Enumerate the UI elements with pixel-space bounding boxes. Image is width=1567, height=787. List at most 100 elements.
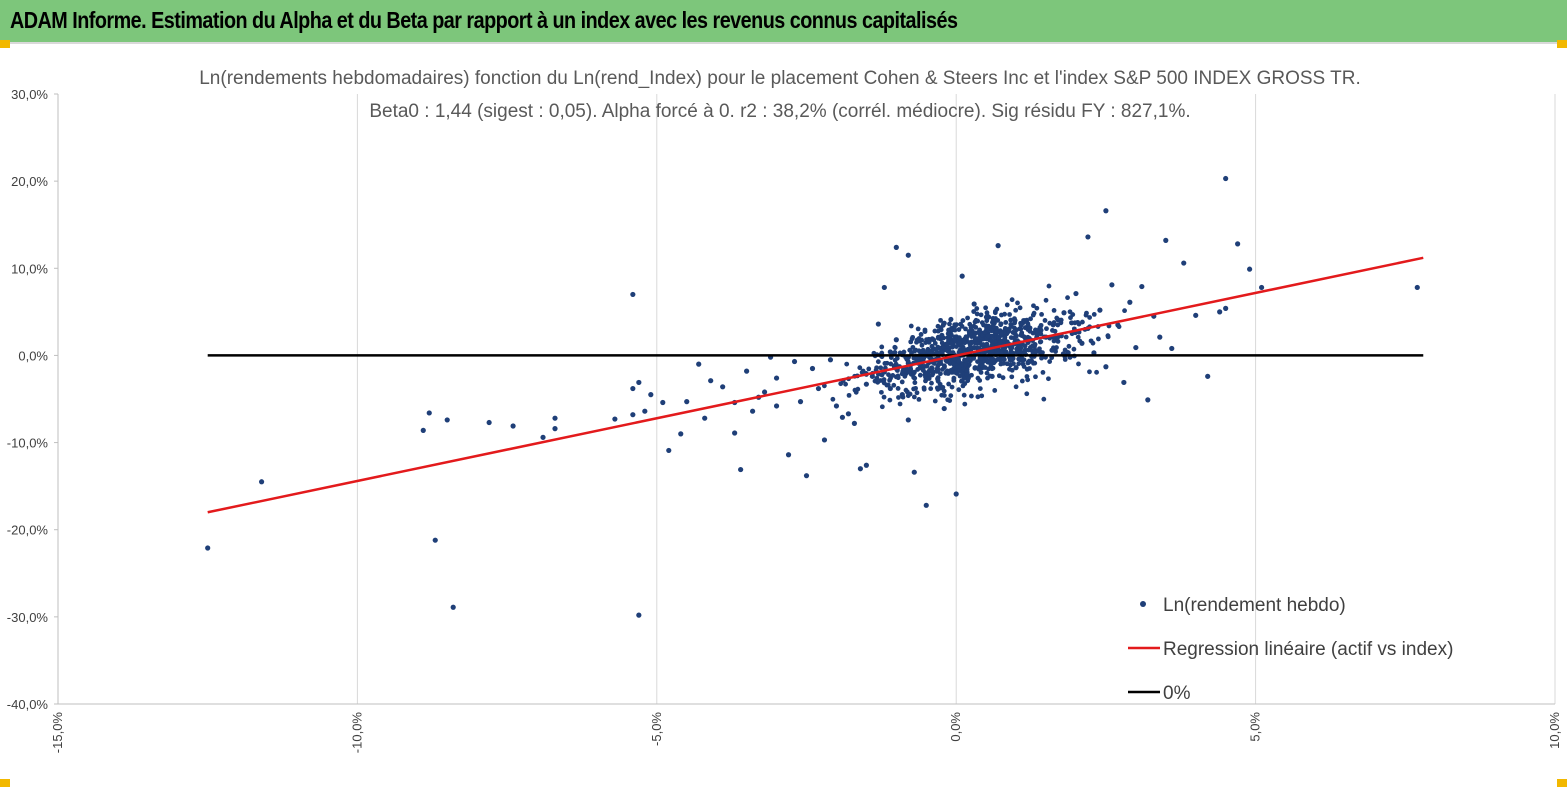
data-point xyxy=(885,382,891,388)
data-point xyxy=(940,384,946,390)
data-point xyxy=(1071,346,1077,352)
data-point xyxy=(1116,324,1122,330)
axes xyxy=(54,93,1555,705)
data-point xyxy=(948,367,954,373)
data-point xyxy=(942,364,947,370)
data-point xyxy=(929,380,934,386)
data-point xyxy=(1019,330,1025,336)
data-point xyxy=(935,378,941,384)
data-point xyxy=(963,362,968,368)
data-point xyxy=(1019,378,1025,384)
data-point xyxy=(1258,284,1265,291)
data-point xyxy=(863,462,869,468)
data-point xyxy=(1139,283,1145,290)
data-point xyxy=(678,431,684,437)
data-point xyxy=(957,340,962,345)
data-point xyxy=(1075,334,1081,340)
data-point xyxy=(1133,344,1139,351)
data-point xyxy=(939,392,945,398)
y-tick-label: -40,0% xyxy=(7,697,49,712)
data-point xyxy=(1223,175,1229,182)
scatter-points xyxy=(205,175,1420,618)
x-tick-label: -10,0% xyxy=(349,712,364,754)
data-point xyxy=(966,340,972,345)
data-point xyxy=(1084,310,1089,316)
tick-labels: -15,0% -10,0% -5,0% 0,0% 5,0% 10,0% 30,0% 20,0%… xyxy=(7,87,1562,753)
legend-label-points: Ln(rendement hebdo) xyxy=(1163,595,1346,616)
data-point xyxy=(935,334,941,340)
data-point xyxy=(935,323,941,329)
series-lines xyxy=(207,256,1424,514)
data-point xyxy=(971,309,977,314)
data-point xyxy=(886,372,891,378)
data-point xyxy=(1009,323,1014,329)
data-point xyxy=(923,378,928,384)
data-point xyxy=(833,403,840,409)
data-point xyxy=(1145,397,1151,403)
data-point xyxy=(612,416,618,422)
data-point xyxy=(1414,284,1420,291)
data-point xyxy=(1002,336,1008,342)
data-point xyxy=(959,323,965,329)
data-point xyxy=(1018,320,1024,326)
x-tick-label: -5,0% xyxy=(649,712,664,746)
data-point xyxy=(974,341,980,346)
data-point xyxy=(984,313,990,319)
data-point xyxy=(999,349,1004,355)
data-point xyxy=(891,382,897,388)
data-point xyxy=(949,384,955,390)
data-point xyxy=(1069,320,1075,326)
data-point xyxy=(948,316,954,322)
data-point xyxy=(1052,328,1058,334)
data-point xyxy=(205,545,211,551)
data-point xyxy=(1067,309,1073,315)
data-point xyxy=(1062,347,1068,353)
data-point xyxy=(909,336,915,342)
data-point xyxy=(1040,369,1046,375)
data-point xyxy=(919,337,924,343)
data-point xyxy=(1033,349,1039,355)
data-point xyxy=(922,327,928,333)
data-point xyxy=(884,360,890,366)
data-point xyxy=(815,385,822,392)
data-point xyxy=(946,327,951,333)
data-point xyxy=(1018,345,1024,350)
data-point xyxy=(1002,311,1008,317)
data-point xyxy=(998,321,1004,327)
data-point xyxy=(944,370,950,376)
data-point xyxy=(1026,359,1032,365)
data-point xyxy=(1061,310,1067,316)
data-point xyxy=(952,370,958,375)
data-point xyxy=(1001,357,1007,362)
data-point xyxy=(905,252,911,258)
data-point xyxy=(809,365,816,372)
data-point xyxy=(1193,312,1199,318)
data-point xyxy=(897,401,903,407)
data-point xyxy=(1223,305,1229,311)
data-point xyxy=(953,344,959,349)
data-point xyxy=(905,417,911,423)
data-point xyxy=(1062,357,1068,362)
data-point xyxy=(1076,361,1081,367)
data-point xyxy=(908,323,914,329)
data-point xyxy=(918,332,924,337)
data-point xyxy=(857,466,863,472)
data-point xyxy=(907,347,913,353)
data-point xyxy=(666,447,672,454)
data-point xyxy=(995,356,1001,362)
data-point xyxy=(879,344,885,350)
data-point xyxy=(923,502,929,508)
data-point xyxy=(957,347,963,353)
header-bar: ADAM Informe. Estimation du Alpha et du … xyxy=(0,0,1567,44)
data-point xyxy=(1051,320,1057,325)
data-point xyxy=(928,386,934,392)
data-point xyxy=(1009,374,1015,380)
data-point xyxy=(945,331,951,337)
data-point xyxy=(995,243,1001,249)
data-point xyxy=(874,375,880,381)
data-point xyxy=(866,366,872,372)
data-point xyxy=(863,381,869,387)
data-point xyxy=(1087,315,1093,320)
data-point xyxy=(1027,325,1032,331)
data-point xyxy=(983,305,989,311)
